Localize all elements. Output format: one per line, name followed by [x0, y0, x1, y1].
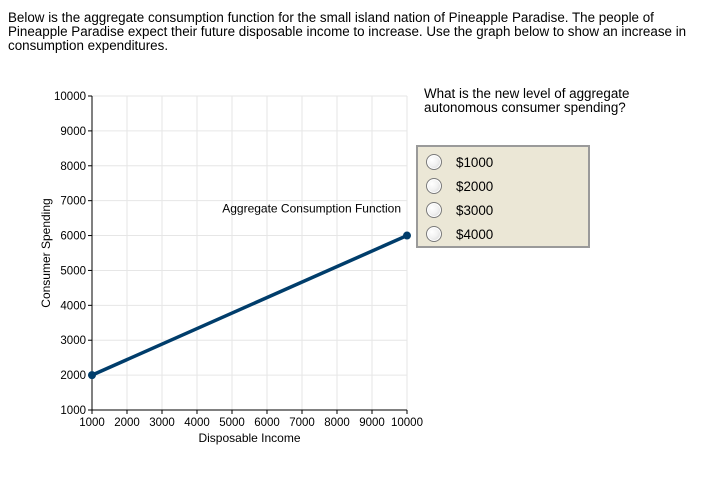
- series-label: Aggregate Consumption Function: [222, 202, 401, 216]
- option-4000[interactable]: $4000: [426, 224, 493, 244]
- consumption-function-line[interactable]: [91, 233, 408, 377]
- radio-button[interactable]: [426, 154, 442, 170]
- y-tick-label: 8000: [60, 161, 86, 173]
- y-tick-label: 4000: [60, 300, 86, 312]
- x-tick-label: 10000: [391, 417, 423, 429]
- chart-axes: [88, 95, 408, 414]
- y-tick-label: 5000: [60, 265, 86, 277]
- question-text: What is the new level of aggregate auton…: [424, 86, 630, 115]
- radio-button[interactable]: [426, 178, 442, 194]
- line-endpoint-handle[interactable]: [403, 231, 411, 240]
- option-2000[interactable]: $2000: [426, 176, 493, 196]
- x-tick-label: 1000: [79, 417, 105, 429]
- radio-button[interactable]: [426, 202, 442, 218]
- x-tick-label: 5000: [219, 417, 245, 429]
- question-prompt: Below is the aggregate consumption funct…: [8, 10, 687, 53]
- y-tick-label: 10000: [54, 91, 86, 103]
- y-tick-label: 1000: [60, 405, 86, 417]
- chart-grid: [92, 95, 408, 410]
- y-tick-label: 9000: [60, 126, 86, 138]
- radio-button[interactable]: [426, 226, 442, 242]
- option-3000[interactable]: $3000: [426, 200, 493, 220]
- option-label: $3000: [456, 202, 494, 218]
- option-label: $2000: [456, 178, 494, 194]
- y-tick-label: 6000: [60, 231, 86, 243]
- line-endpoint-handle[interactable]: [88, 371, 96, 380]
- x-tick-label: 6000: [254, 417, 280, 429]
- x-tick-label: 4000: [184, 417, 210, 429]
- y-tick-label: 2000: [60, 370, 86, 382]
- option-1000[interactable]: $1000: [426, 152, 493, 172]
- y-tick-label: 3000: [60, 335, 86, 347]
- answer-options: $1000 $2000 $3000 $4000: [416, 145, 590, 248]
- y-tick-label: 7000: [60, 196, 86, 208]
- y-axis-label: Consumer Spending: [39, 198, 53, 307]
- x-tick-label: 2000: [114, 417, 140, 429]
- option-label: $1000: [456, 154, 494, 170]
- x-tick-label: 3000: [149, 417, 175, 429]
- chart-tick-labels: 1000 2000 3000 4000 5000 6000 7000 8000 9000 1000…: [54, 91, 423, 429]
- option-label: $4000: [456, 226, 494, 242]
- x-axis-label: Disposable Income: [198, 431, 300, 445]
- consumption-chart: 1000 2000 3000 4000 5000 6000 7000 8000 9000 1000…: [39, 91, 423, 445]
- x-tick-label: 9000: [359, 417, 385, 429]
- x-tick-label: 7000: [289, 417, 315, 429]
- chart-series[interactable]: [88, 231, 411, 380]
- x-tick-label: 8000: [324, 417, 350, 429]
